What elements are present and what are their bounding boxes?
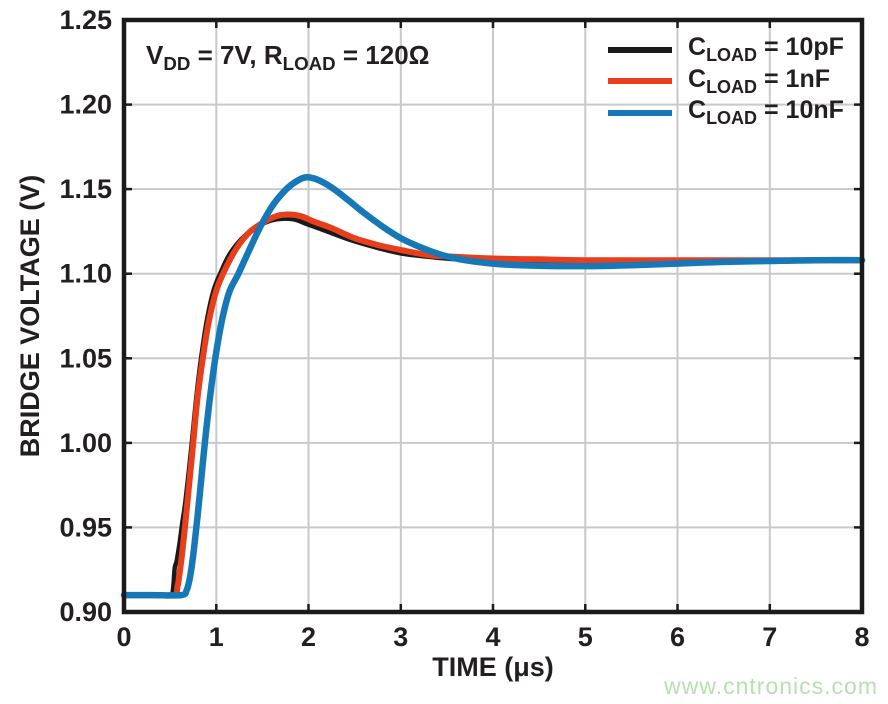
legend-swatch-red-line [608,78,672,85]
x-tick-label: 1 [209,622,224,652]
annotation-subscript: LOAD [282,53,336,75]
y-tick-label: 0.90 [59,597,112,627]
watermark: www.cntronics.com [664,673,878,699]
x-tick-label: 7 [762,622,777,652]
x-tick-label: 8 [854,622,869,652]
series-line-cload-1nf [121,211,865,599]
legend-label-subscript: LOAD [706,76,758,97]
x-tick-label: 4 [485,622,500,652]
x-axis-title: TIME (μs) [432,652,554,682]
x-tick-label: 2 [301,622,316,652]
annotation-text: = 7V, R [190,40,283,70]
y-tick-label: 1.05 [59,343,112,373]
legend-label-subscript: LOAD [706,45,758,66]
y-tick-label: 1.15 [59,174,112,204]
legend-label-text: = 10pF [757,33,844,62]
x-tick-label: 3 [393,622,408,652]
series-line-cload-10nf [120,174,866,599]
y-tick-label: 1.25 [59,5,112,35]
y-tick-label: 1.10 [59,259,112,289]
annotation-subscript: DD [163,53,191,75]
legend-label-text: C [688,64,707,93]
legend-label-subscript: LOAD [706,108,758,129]
legend-item-cload-10nf: CLOAD = 10nF [608,96,844,129]
legend-label-text: C [688,96,707,125]
annotation-text: = 120Ω [335,40,430,70]
legend-label: CLOAD = 10pF [688,33,844,66]
legend-label: CLOAD = 10nF [688,96,844,129]
plot-border [121,17,865,615]
legend-label: CLOAD = 1nF [688,65,830,98]
y-tick-label: 0.95 [59,512,112,542]
legend-item-cload-10pf: CLOAD = 10pF [608,33,844,66]
conditions-annotation: VDD = 7V, RLOAD = 120Ω [146,40,430,75]
x-tick-label: 0 [116,622,131,652]
x-tick-label: 5 [578,622,593,652]
legend-label-text: = 10nF [757,96,844,125]
legend-label-text: = 1nF [757,64,830,93]
annotation-text: V [146,40,164,70]
y-tick-label: 1.00 [59,428,112,458]
legend-swatch-black-line [608,46,672,53]
legend-label-text: C [688,33,707,62]
y-axis-title: BRIDGE VOLTAGE (V) [15,174,45,458]
legend-swatch-blue-line [608,109,672,116]
x-tick-label: 6 [670,622,685,652]
y-tick-label: 1.20 [59,90,112,120]
legend: CLOAD = 10pF CLOAD = 1nF CLOAD = 10nF [608,33,844,129]
legend-item-cload-1nf: CLOAD = 1nF [608,65,844,98]
